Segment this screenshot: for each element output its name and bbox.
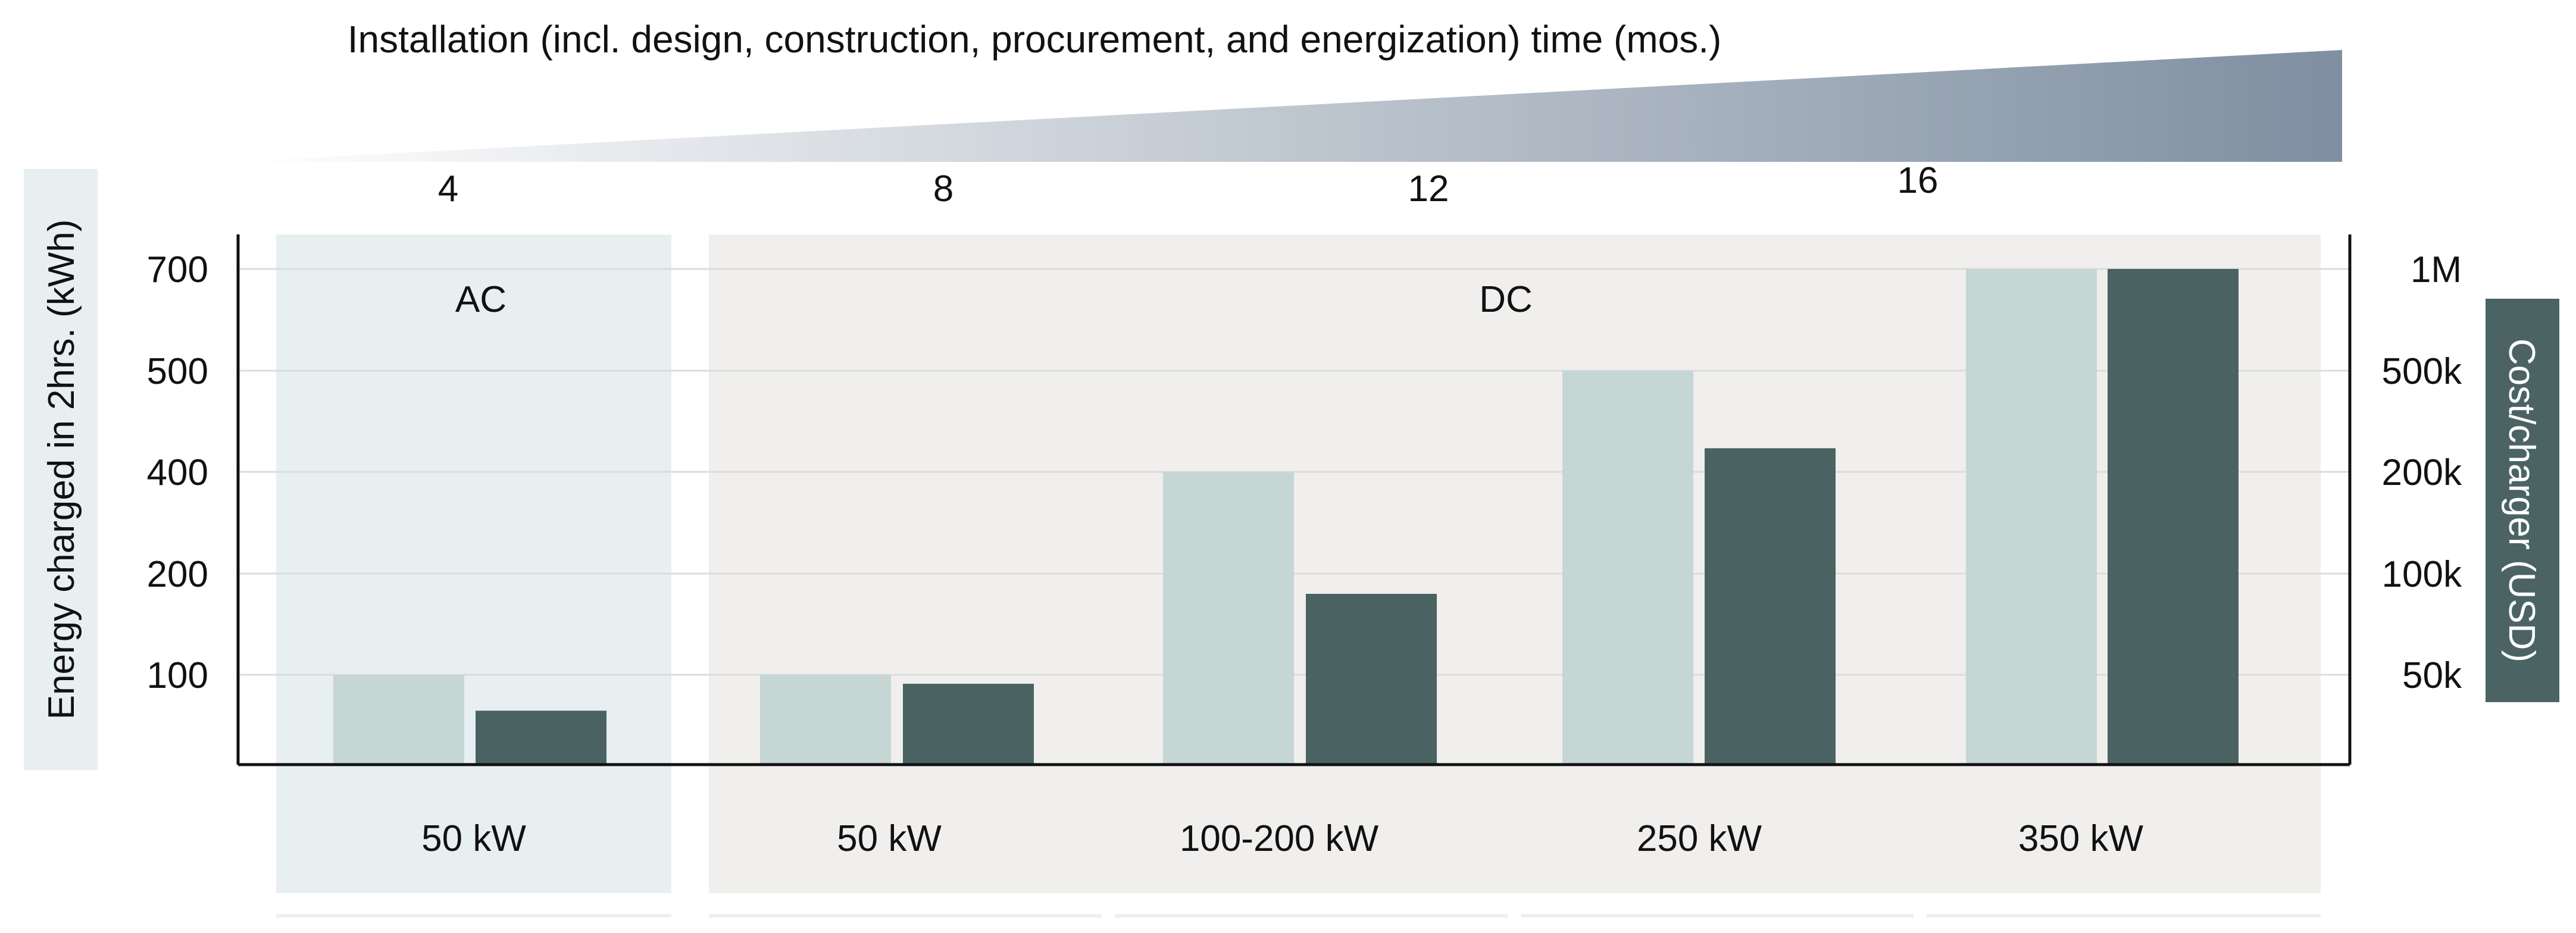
group-label-dc: DC: [1479, 279, 1533, 320]
cost-bar: [903, 684, 1034, 765]
energy-bar: [1562, 371, 1693, 765]
category-label: 350 kW: [2018, 818, 2144, 859]
time-tick-label: 4: [438, 168, 458, 209]
energy-bar: [1966, 269, 2097, 765]
category-label: 50 kW: [421, 818, 526, 859]
right-y-tick-label: 100k: [2382, 554, 2462, 595]
time-tick-labels: 4 8 12 16: [438, 160, 1939, 209]
category-label: 250 kW: [1637, 818, 1762, 859]
left-axis-label-background: [24, 169, 98, 770]
cost-bar: [1306, 594, 1437, 765]
right-y-tick-label: 200k: [2382, 452, 2462, 493]
category-strip: [1115, 914, 1508, 918]
left-axis-label: Energy charged in 2hrs. (kWh): [41, 220, 82, 720]
cost-bar: [2108, 269, 2239, 765]
bars: [333, 269, 2239, 765]
right-y-tick-label: 1M: [2411, 249, 2462, 290]
left-y-tick-label: 700: [147, 249, 208, 290]
ac-panel: [276, 234, 671, 893]
left-y-tick-labels: 700 500 400 200 100: [147, 249, 208, 696]
energy-bar: [760, 675, 891, 765]
left-y-tick-label: 400: [147, 452, 208, 493]
cost-bar: [476, 710, 607, 765]
left-y-tick-label: 100: [147, 655, 208, 696]
category-labels: 50 kW 50 kW 100-200 kW 250 kW 350 kW: [421, 818, 2143, 859]
chart-title: Installation (incl. design, construction…: [348, 18, 1722, 61]
right-y-tick-label: 500k: [2382, 351, 2462, 392]
right-axis-label-background: [2486, 299, 2559, 702]
group-label-ac: AC: [455, 279, 507, 320]
cost-bar: [1705, 448, 1836, 765]
time-tick-label: 8: [933, 168, 954, 209]
category-strip: [1927, 914, 2321, 918]
energy-bar: [333, 675, 464, 765]
time-tick-label: 16: [1897, 160, 1939, 201]
installation-time-wedge: [233, 50, 2342, 162]
time-tick-label: 12: [1408, 168, 1449, 209]
category-label: 100-200 kW: [1180, 818, 1379, 859]
left-y-tick-label: 500: [147, 351, 208, 392]
energy-bar: [1163, 472, 1294, 765]
category-strip: [709, 914, 1102, 918]
right-axis-label: Cost/charger (USD): [2501, 339, 2542, 662]
category-label: 50 kW: [837, 818, 942, 859]
axes: [236, 234, 2352, 766]
category-strip: [276, 914, 671, 918]
left-y-tick-label: 200: [147, 554, 208, 595]
category-strip: [1521, 914, 1914, 918]
category-underline-strips: [276, 914, 2321, 918]
right-y-tick-labels: 1M 500k 200k 100k 50k: [2382, 249, 2462, 696]
right-y-tick-label: 50k: [2402, 655, 2462, 696]
